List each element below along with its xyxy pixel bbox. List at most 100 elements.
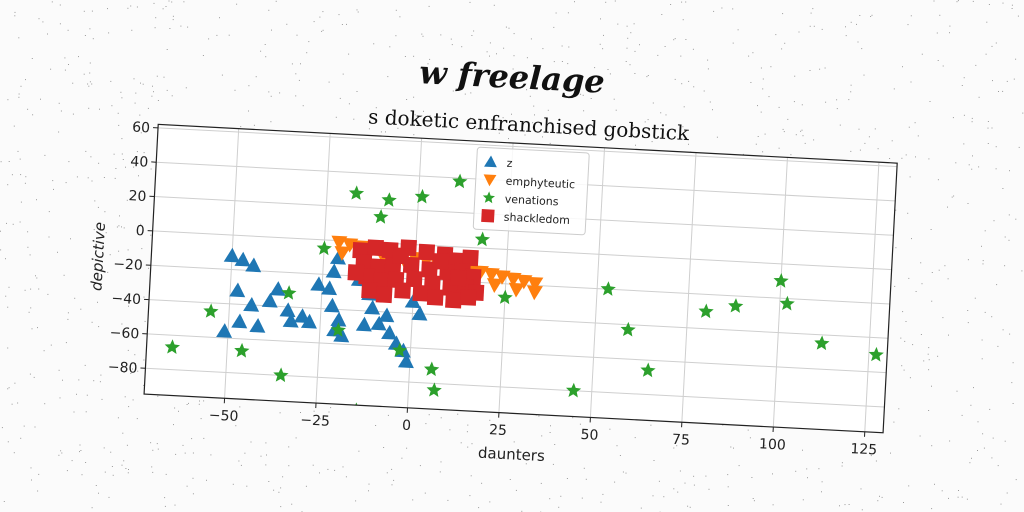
noise-dot [128, 406, 130, 408]
noise-dot [91, 10, 93, 12]
noise-dot [59, 23, 61, 25]
noise-dot [513, 55, 515, 57]
noise-dot [455, 88, 457, 90]
noise-dot [428, 5, 430, 7]
noise-dot [971, 117, 973, 119]
noise-dot [111, 105, 113, 107]
noise-dot [93, 229, 95, 231]
point-series-0 [378, 307, 395, 323]
noise-dot [308, 41, 310, 43]
noise-dot [868, 136, 870, 138]
noise-dot [464, 93, 466, 95]
point-series-0 [310, 276, 327, 292]
noise-dot [153, 91, 154, 93]
noise-dot [143, 359, 145, 361]
noise-dot [391, 468, 393, 470]
noise-dot [802, 449, 803, 451]
noise-dot [110, 80, 112, 82]
noise-dot [66, 470, 68, 472]
noise-dot [348, 53, 350, 55]
noise-dot [142, 83, 144, 85]
noise-dot [594, 67, 596, 69]
noise-dot [144, 320, 146, 322]
noise-dot [614, 481, 616, 483]
noise-dot [85, 411, 87, 413]
noise-dot [859, 15, 861, 16]
noise-dot [58, 369, 60, 371]
noise-dot [385, 131, 386, 133]
noise-dot [850, 84, 852, 86]
noise-dot [368, 490, 369, 492]
noise-dot [91, 83, 93, 85]
noise-dot [561, 45, 563, 47]
noise-dot [804, 142, 806, 144]
noise-dot [368, 483, 370, 485]
noise-dot [542, 136, 543, 138]
noise-dot [630, 32, 632, 34]
legend-label: emphyteutic [505, 175, 575, 192]
noise-dot [86, 394, 88, 396]
noise-dot [469, 495, 471, 497]
noise-dot [651, 141, 653, 143]
point-series-0 [234, 251, 251, 267]
noise-dot [1015, 218, 1017, 220]
noise-dot [83, 73, 85, 75]
noise-dot [5, 258, 6, 260]
noise-dot [24, 182, 26, 184]
noise-dot [905, 321, 907, 322]
noise-dot [1006, 492, 1008, 494]
x-gridline [589, 147, 606, 418]
noise-dot [447, 499, 449, 501]
y-tick-label: −20 [113, 256, 143, 274]
noise-dot [813, 139, 815, 141]
noise-dot [693, 484, 695, 486]
noise-dot [509, 479, 511, 480]
noise-dot [670, 4, 672, 5]
noise-dot [489, 42, 491, 44]
noise-dot [685, 1, 687, 3]
noise-dot [94, 200, 96, 202]
noise-dot [59, 4, 61, 6]
noise-dot [961, 414, 963, 416]
noise-dot [83, 10, 85, 12]
noise-dot [268, 9, 270, 11]
point-series-0 [269, 281, 286, 296]
noise-dot [470, 92, 472, 94]
noise-dot [762, 151, 764, 153]
point-series-3 [432, 253, 450, 270]
noise-dot [300, 63, 301, 65]
noise-dot [901, 365, 903, 367]
noise-dot [619, 455, 621, 456]
noise-dot [920, 334, 922, 335]
noise-dot [210, 454, 212, 456]
noise-dot [74, 297, 76, 299]
noise-dot [93, 380, 95, 382]
noise-dot [100, 374, 102, 376]
noise-dot [549, 142, 551, 144]
noise-dot [987, 127, 989, 129]
noise-dot [141, 248, 143, 250]
noise-dot [963, 143, 965, 145]
noise-dot [931, 272, 933, 273]
noise-dot [525, 463, 527, 465]
noise-dot [961, 496, 963, 498]
point-series-0 [231, 313, 248, 329]
noise-dot [457, 413, 459, 415]
chart-figure: s doketic enfranchised gobstick −50 −25 0 25… [51, 78, 930, 502]
noise-dot [760, 111, 762, 113]
noise-dot [567, 12, 569, 14]
noise-dot [905, 154, 907, 156]
noise-dot [139, 114, 141, 116]
x-tick-label: −50 [208, 407, 238, 425]
noise-dot [250, 441, 252, 443]
noise-dot [860, 488, 862, 490]
noise-dot [136, 6, 138, 8]
noise-dot [634, 73, 636, 74]
noise-dot [156, 75, 158, 77]
noise-dot [992, 80, 993, 82]
noise-dot [131, 29, 133, 31]
noise-dot [942, 65, 944, 67]
noise-dot [117, 417, 119, 419]
point-series-0 [293, 308, 310, 324]
x-tick-label: 50 [580, 427, 599, 444]
